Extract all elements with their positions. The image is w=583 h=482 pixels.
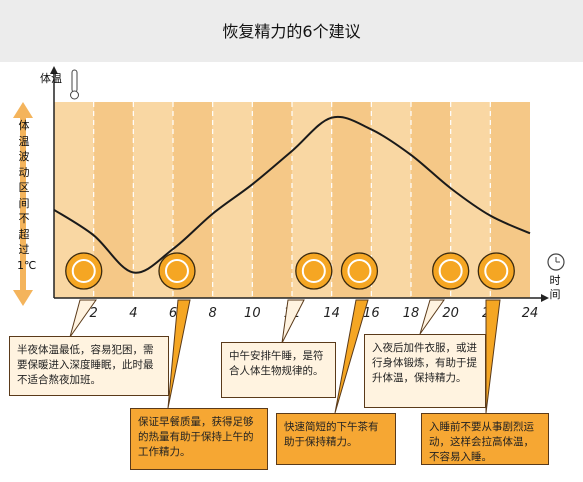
- icon-glyph: [301, 259, 326, 283]
- x-tick-label: 10: [244, 306, 261, 321]
- icon-glyph: [164, 259, 189, 283]
- pillow-icon: [295, 252, 333, 290]
- note-pointer-bedtime: [485, 299, 501, 414]
- y-axis-arrow: [50, 66, 58, 74]
- y-axis-label: 体温: [40, 72, 62, 85]
- x-tick-label: 20: [442, 306, 459, 321]
- icon-glyph: [347, 259, 372, 283]
- note-nap: 中午安排午睡，是符合人体生物规律的。: [221, 342, 336, 398]
- note-pointer-evening: [419, 299, 445, 335]
- note-pointer-tea: [334, 299, 369, 414]
- tea-cup-icon: [340, 252, 379, 290]
- milk-bottle-icon: [158, 252, 196, 290]
- x-tick-label: 2: [90, 306, 98, 321]
- hour-band: [371, 102, 411, 298]
- hour-band: [252, 102, 292, 298]
- temperature-curve: [53, 115, 531, 274]
- note-tea: 快速简短的下午茶有助于保持精力。: [276, 413, 396, 465]
- x-axis-arrow: [541, 294, 549, 302]
- note-pointer-breakfast: [167, 299, 191, 409]
- note-pointer-midnight: [69, 299, 97, 338]
- y-range-label: 体温波动区间不超过1℃: [17, 119, 37, 272]
- title-bar: 恢复精力的6个建议: [0, 0, 583, 62]
- x-tick-label: 14: [323, 306, 340, 321]
- x-tick-label: 8: [209, 306, 217, 321]
- thermometer-icon: [71, 69, 78, 93]
- x-tick-label: 4: [129, 306, 137, 321]
- note-bedtime: 入睡前不要从事剧烈运动，这样会拉高体温，不容易入睡。: [421, 413, 549, 465]
- x-tick-label: 18: [403, 306, 420, 321]
- x-tick-label: 6: [169, 306, 177, 321]
- x-tick-label: 24: [522, 306, 539, 321]
- shirt-icon: [432, 252, 470, 290]
- range-arrow-down: [13, 290, 33, 306]
- icon-glyph: [71, 259, 96, 283]
- icon-glyph: [438, 259, 463, 283]
- note-midnight: 半夜体温最低，容易犯困，需要保暖进入深度睡眠，此时最不适合熬夜加班。: [9, 336, 169, 396]
- note-evening: 入夜后加件衣服，或进行身体锻炼，有助于提升体温，保持精力。: [364, 334, 486, 408]
- note-breakfast: 保证早餐质量，获得足够的热量有助于保持上午的工作精力。: [130, 408, 268, 470]
- temperature-chart: 24681012141618202224: [13, 66, 565, 414]
- x-axis-label: 时间: [549, 274, 561, 301]
- icon-glyph: [484, 259, 509, 283]
- x-tick-label: 16: [363, 306, 380, 321]
- page-title: 恢复精力的6个建议: [222, 22, 361, 41]
- note-pointer-nap: [281, 299, 305, 344]
- range-bar: [20, 116, 26, 292]
- thermometer-bulb: [70, 90, 79, 100]
- range-arrow-up: [13, 102, 33, 118]
- moon-icon: [65, 252, 103, 290]
- no-exercise-icon: [477, 252, 515, 290]
